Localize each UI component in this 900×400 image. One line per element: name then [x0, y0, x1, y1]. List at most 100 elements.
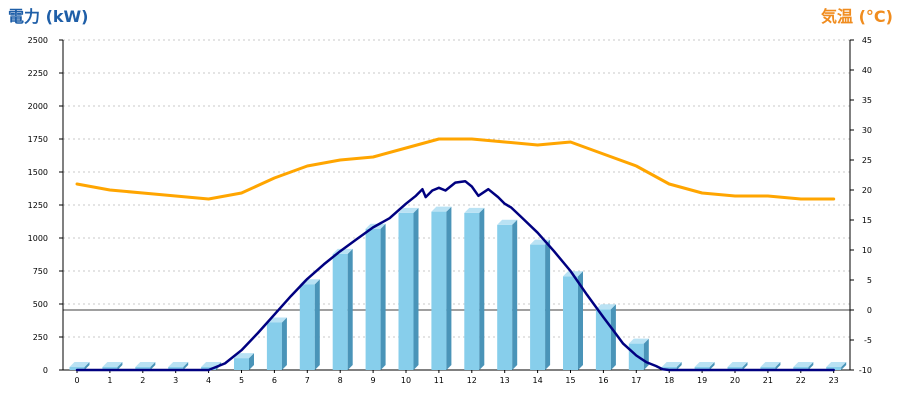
right-tick-label: 25 [862, 156, 872, 165]
bar-front [464, 212, 480, 370]
bar-top [398, 207, 419, 213]
bar-side [281, 317, 287, 370]
right-tick-label: 10 [862, 246, 872, 255]
line-series [75, 137, 836, 372]
bar-top [135, 362, 156, 367]
bar [793, 362, 814, 370]
bar [266, 317, 287, 370]
bar-front [530, 244, 546, 370]
bar-top [628, 338, 649, 344]
bar [332, 248, 353, 370]
bar [760, 362, 781, 370]
bar [563, 271, 583, 370]
axes [59, 39, 854, 373]
x-tick-label: 12 [467, 376, 477, 385]
bar-front [727, 367, 743, 370]
bar-side [150, 362, 156, 370]
x-tick-label: 5 [239, 376, 244, 385]
bar-front [661, 367, 677, 370]
bar-side [841, 362, 847, 370]
x-tick-label: 8 [338, 376, 343, 385]
bar-front [398, 212, 414, 370]
bar [826, 362, 847, 370]
x-tick-label: 19 [697, 376, 707, 385]
x-tick-label: 9 [371, 376, 376, 385]
x-tick-label: 20 [730, 376, 740, 385]
bar-front [431, 211, 447, 370]
power-line [75, 179, 835, 372]
bar-front [201, 367, 217, 370]
bar-side [314, 279, 320, 370]
bar-side [446, 206, 452, 370]
bar-side [808, 362, 814, 370]
right-tick-label: 20 [862, 186, 872, 195]
bar-top [727, 362, 748, 367]
x-tick-label: 1 [107, 376, 112, 385]
bar-front [497, 224, 513, 370]
right-tick-label: 45 [862, 36, 872, 45]
bar [661, 362, 682, 370]
bar [530, 239, 551, 370]
left-tick-label: 2500 [28, 36, 48, 45]
right-tick-label: -5 [864, 336, 872, 345]
bar-side [709, 362, 715, 370]
bar-front [135, 367, 151, 370]
bar-side [676, 362, 682, 370]
bar-front [563, 276, 578, 370]
x-tick-label: 11 [434, 376, 444, 385]
bar-front [332, 253, 348, 370]
bar-side [347, 248, 353, 370]
x-tick-label: 18 [664, 376, 674, 385]
right-axis-title: 気温 (°C) [821, 7, 893, 26]
bar [694, 362, 715, 370]
bar-side [610, 304, 616, 370]
x-tick-label: 17 [631, 376, 641, 385]
x-tick-label: 4 [206, 376, 211, 385]
x-tick-label: 6 [272, 376, 277, 385]
bar-front [793, 367, 809, 370]
left-tick-label: 250 [33, 333, 48, 342]
bar-side [479, 207, 485, 370]
bar-top [497, 219, 518, 225]
bar-top [661, 362, 682, 367]
bar-front [826, 367, 842, 370]
bar [69, 362, 90, 370]
bar [365, 223, 386, 370]
bar [628, 338, 649, 370]
bar-series [69, 206, 847, 370]
right-tick-label: 15 [862, 216, 872, 225]
x-tick-label: 23 [829, 376, 839, 385]
bar-top [168, 362, 189, 367]
tick-labels: 02505007501000125015001750200022502500-1… [28, 36, 872, 385]
right-tick-label: 30 [862, 126, 872, 135]
bar [497, 219, 518, 370]
x-tick-label: 2 [140, 376, 145, 385]
x-tick-label: 7 [305, 376, 310, 385]
bar-front [234, 358, 249, 370]
bar-top [760, 362, 781, 367]
x-tick-label: 0 [74, 376, 79, 385]
bar-side [183, 362, 189, 370]
bar-front [595, 309, 611, 370]
right-tick-label: -10 [859, 366, 872, 375]
right-tick-label: 35 [862, 96, 872, 105]
right-tick-label: 5 [867, 276, 872, 285]
left-tick-label: 1500 [28, 168, 48, 177]
left-tick-label: 1750 [28, 135, 48, 144]
x-tick-label: 13 [500, 376, 510, 385]
bar-front [102, 367, 118, 370]
x-tick-label: 22 [796, 376, 806, 385]
x-tick-label: 21 [763, 376, 773, 385]
bar-front [299, 284, 315, 370]
left-tick-label: 500 [33, 300, 48, 309]
bar-top [464, 207, 485, 213]
bar [464, 207, 485, 370]
bar-side [545, 239, 551, 370]
bar-front [694, 367, 710, 370]
left-axis-title: 電力 (kW) [8, 7, 89, 26]
bar [727, 362, 748, 370]
bar-front [69, 367, 85, 370]
bar-side [643, 338, 649, 370]
bar [299, 279, 320, 370]
